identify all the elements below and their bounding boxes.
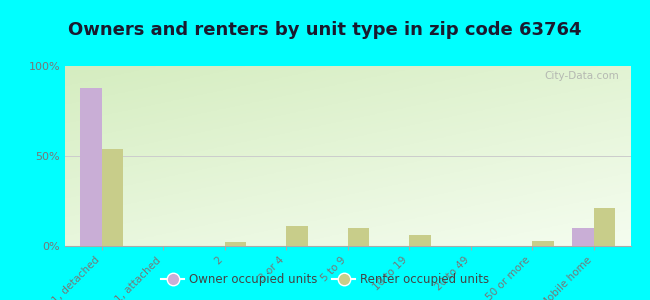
Bar	[532, 241, 554, 246]
Text: Owners and renters by unit type in zip code 63764: Owners and renters by unit type in zip c…	[68, 21, 582, 39]
Bar	[225, 242, 246, 246]
Legend: Owner occupied units, Renter occupied units: Owner occupied units, Renter occupied un…	[156, 269, 494, 291]
Bar	[348, 228, 369, 246]
Bar	[410, 235, 431, 246]
Bar	[286, 226, 308, 246]
Bar	[81, 88, 102, 246]
Bar	[102, 149, 124, 246]
Bar	[572, 228, 593, 246]
Bar	[593, 208, 615, 246]
Text: City-Data.com: City-Data.com	[545, 71, 619, 81]
